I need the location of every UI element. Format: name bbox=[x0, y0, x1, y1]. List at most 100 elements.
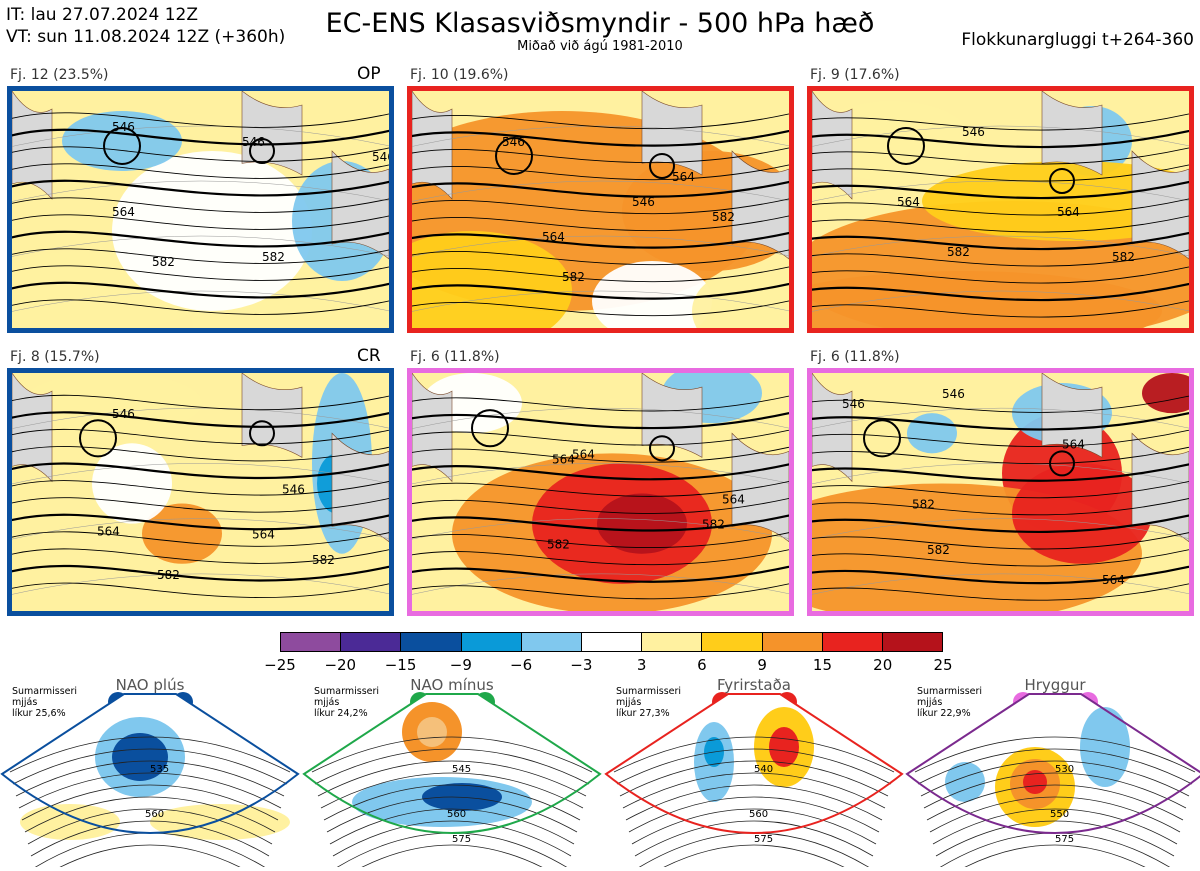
regime-contour bbox=[59, 844, 241, 867]
contour-label: 546 bbox=[632, 195, 655, 209]
geopotential-map: 546 564 582 564 582 546 bbox=[12, 373, 389, 611]
colorbar-swatch bbox=[882, 633, 943, 651]
latitude-line bbox=[12, 573, 389, 595]
height-contour bbox=[12, 582, 389, 598]
height-contour bbox=[412, 113, 789, 130]
closed-low-contour bbox=[1049, 168, 1075, 194]
colorbar-tick: −9 bbox=[449, 656, 472, 674]
height-contour bbox=[812, 300, 1189, 318]
height-contour bbox=[412, 395, 789, 412]
regime-anomaly bbox=[112, 733, 168, 781]
regime-contour bbox=[929, 796, 1181, 833]
regime-info-line: líkur 22,9% bbox=[917, 708, 971, 719]
height-contour bbox=[412, 411, 789, 430]
height-contour bbox=[12, 446, 389, 462]
regime-name: NAO plús bbox=[115, 676, 185, 694]
contour-label: 582 bbox=[1112, 250, 1135, 264]
landmass bbox=[731, 150, 789, 260]
regime-contour bbox=[631, 808, 877, 845]
contour-label: 546 bbox=[842, 397, 865, 411]
regime-info-line: mjjás bbox=[616, 697, 642, 708]
colorbar-tick: −25 bbox=[264, 656, 296, 674]
contour-label: 582 bbox=[262, 250, 285, 264]
regime-contour bbox=[628, 796, 880, 833]
regime-info: Sumarmisseri mjjás líkur 25,6% bbox=[12, 686, 77, 719]
height-contour bbox=[412, 180, 789, 198]
regime-contour bbox=[663, 844, 845, 867]
regime-info-line: Sumarmisseri bbox=[12, 686, 78, 697]
colorbar-tick: −3 bbox=[570, 656, 593, 674]
latitude-line bbox=[812, 235, 1189, 257]
height-contour bbox=[12, 214, 389, 230]
height-contour bbox=[412, 129, 789, 147]
regime-contour bbox=[935, 820, 1175, 857]
page-subtitle: Miðað við ágú 1981-2010 bbox=[517, 39, 683, 54]
window-label: Flokkunargluggi t+264-360 bbox=[961, 30, 1194, 50]
contour-label: 564 bbox=[897, 195, 920, 209]
panel-3-label: Fj. 9 (17.6%) bbox=[810, 67, 900, 83]
contour-label: 546 bbox=[372, 150, 389, 164]
regime-contour-label: 575 bbox=[1055, 834, 1074, 845]
colorbar-tick: 20 bbox=[873, 656, 893, 674]
height-contour bbox=[412, 429, 789, 446]
latitude-line bbox=[812, 180, 1189, 202]
contour-label: 546 bbox=[282, 482, 305, 496]
latitude-line bbox=[812, 518, 1189, 540]
regime-contour-label: 575 bbox=[754, 834, 773, 845]
regime-contour bbox=[619, 760, 889, 797]
regime-frame bbox=[604, 693, 904, 834]
height-contour bbox=[12, 480, 389, 496]
contour-label: 546 bbox=[962, 125, 985, 139]
colorbar-swatch bbox=[642, 633, 703, 651]
panel-2-label: Fj. 10 (19.6%) bbox=[410, 67, 509, 83]
regime-composite-map: 540 560 575 bbox=[604, 693, 904, 867]
height-contour bbox=[812, 532, 1189, 550]
cluster-map-panel-1: 546 546 564 582 582 546 bbox=[7, 86, 394, 333]
regime-info: Sumarmisseri mjjás líkur 24,2% bbox=[314, 686, 379, 719]
regime-contour-label: 540 bbox=[754, 764, 773, 775]
regime-anomaly bbox=[945, 762, 985, 802]
height-contour bbox=[12, 281, 389, 299]
anomaly-shading bbox=[92, 443, 172, 524]
colorbar-tick: 15 bbox=[812, 656, 832, 674]
closed-low-contour bbox=[249, 420, 275, 447]
regime-contour bbox=[923, 772, 1187, 809]
anomaly-shading bbox=[812, 271, 1162, 328]
contour-label: 546 bbox=[942, 387, 965, 401]
regime-anomaly bbox=[1080, 707, 1130, 787]
contour-label: 564 bbox=[252, 528, 275, 542]
geopotential-map: 546 564 582 564 582 bbox=[812, 91, 1189, 328]
regime-contour bbox=[361, 844, 543, 867]
colorbar-swatch bbox=[762, 633, 823, 651]
regime-contour bbox=[926, 784, 1184, 821]
valid-time: VT: sun 11.08.2024 12Z (+360h) bbox=[6, 27, 286, 47]
latitude-line bbox=[12, 180, 389, 202]
landmass bbox=[731, 432, 789, 543]
contour-label: 546 bbox=[112, 407, 135, 421]
latitude-line bbox=[812, 573, 1189, 595]
colorbar-swatch bbox=[581, 633, 643, 651]
landmass bbox=[641, 373, 703, 458]
latitude-line bbox=[412, 573, 789, 595]
closed-low-contour bbox=[249, 138, 275, 164]
height-contour bbox=[812, 411, 1189, 431]
regime-contour bbox=[932, 808, 1178, 845]
regime-contour bbox=[317, 760, 587, 797]
height-contour bbox=[12, 564, 389, 582]
height-contour bbox=[812, 565, 1189, 585]
height-contour bbox=[412, 532, 789, 548]
header-times: IT: lau 27.07.2024 12Z VT: sun 11.08.202… bbox=[6, 4, 285, 48]
height-contour bbox=[812, 231, 1189, 251]
colorbar-swatch bbox=[822, 633, 883, 651]
regime-info-line: líkur 24,2% bbox=[314, 708, 368, 719]
colorbar-swatch bbox=[702, 633, 763, 651]
anomaly-shading bbox=[597, 493, 687, 554]
height-contour bbox=[12, 462, 389, 480]
regime-anomaly bbox=[769, 727, 799, 767]
height-contour bbox=[412, 480, 789, 497]
regime-info: Sumarmisseri mjjás líkur 22,9% bbox=[917, 686, 982, 719]
height-contour bbox=[412, 231, 789, 249]
height-contour bbox=[812, 129, 1189, 149]
closed-low-contour bbox=[863, 419, 901, 458]
regime-contour bbox=[9, 736, 291, 773]
